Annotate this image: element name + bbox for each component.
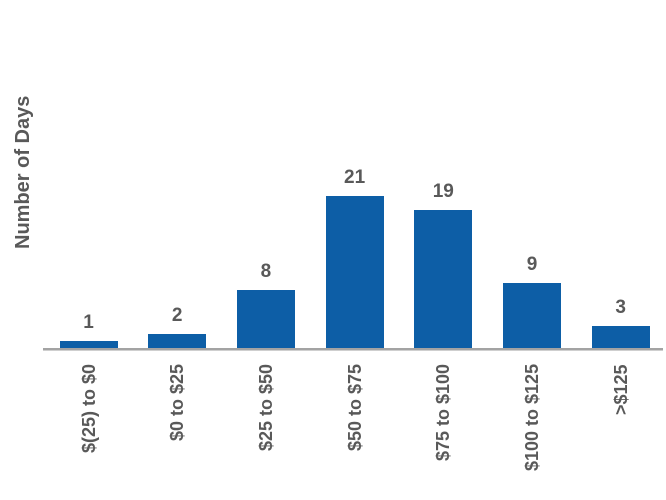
bar-value-label: 9 xyxy=(526,254,538,275)
bar-value-label: 19 xyxy=(432,181,454,202)
bar xyxy=(236,290,295,348)
x-axis-tick-label: $75 to $100 xyxy=(433,364,454,462)
bar xyxy=(414,210,473,348)
bar-value-label: 2 xyxy=(171,305,183,326)
x-axis-tick-label: $(25) to $0 xyxy=(78,364,99,454)
bar-value-label: 1 xyxy=(83,312,94,333)
x-axis-tick-label: >$125 xyxy=(610,364,631,415)
x-axis-tick-label: $0 to $25 xyxy=(167,364,188,442)
x-axis-tick-label: $100 to $125 xyxy=(522,364,542,472)
x-axis-tick-label: $25 to $50 xyxy=(255,364,276,452)
x-axis-tick-label: $50 to $75 xyxy=(344,364,365,452)
bar-value-label: 21 xyxy=(344,167,366,188)
bar-value-label: 8 xyxy=(260,261,272,282)
bar xyxy=(59,341,118,348)
bar xyxy=(148,334,207,348)
bar xyxy=(503,283,561,348)
bar-value-label: 3 xyxy=(615,297,626,318)
x-axis-baseline xyxy=(43,348,663,351)
bar xyxy=(325,196,384,348)
bar xyxy=(591,326,650,348)
